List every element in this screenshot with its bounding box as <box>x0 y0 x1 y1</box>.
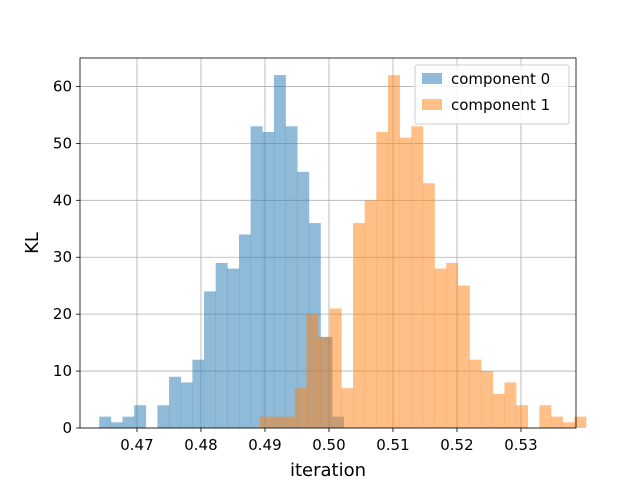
histogram-bar-component-1 <box>259 416 272 428</box>
histogram-bar-component-0 <box>134 405 147 428</box>
histogram-bar-component-1 <box>446 262 459 428</box>
histogram-bar-component-0 <box>169 376 182 428</box>
histogram-bar-component-1 <box>271 416 284 428</box>
legend-label-component-1: component 1 <box>451 96 550 114</box>
y-axis-label: KL <box>22 232 43 254</box>
histogram-bar-component-1 <box>318 336 331 428</box>
x-tick-label: 0.51 <box>376 436 409 454</box>
histogram-bar-component-1 <box>376 132 389 428</box>
legend-swatch-component-0 <box>422 73 442 84</box>
legend-swatch-component-1 <box>422 99 442 110</box>
y-tick-label: 50 <box>53 134 72 152</box>
plot-frame <box>79 57 577 429</box>
histogram-bar-component-0 <box>297 171 310 428</box>
histogram-bar-component-0 <box>262 132 275 428</box>
histogram-bar-component-1 <box>574 416 587 428</box>
histogram-bar-component-1 <box>492 393 505 428</box>
x-tick-label: 0.53 <box>504 436 537 454</box>
histogram-bar-component-1 <box>353 223 365 428</box>
histogram-bar-component-1 <box>562 422 575 428</box>
histogram-bar-component-1 <box>329 308 342 428</box>
histogram-bar-component-0 <box>273 75 286 429</box>
histogram-bar-component-1 <box>399 137 412 428</box>
histogram-bar-component-0 <box>227 268 240 428</box>
histogram-bar-component-0 <box>110 422 123 428</box>
histogram-bar-component-0 <box>215 262 228 428</box>
histogram-bar-component-0 <box>122 416 135 428</box>
x-tick-label: 0.47 <box>120 436 153 454</box>
axis-ticks: 0.47 0.48 0.49 0.50 0.51 0.52 0.53 0 10 20 30 40 50 6… <box>53 77 538 454</box>
y-tick-label: 0 <box>62 419 72 437</box>
bars <box>99 75 587 429</box>
histogram-bar-component-0 <box>238 234 251 428</box>
y-tick-label: 10 <box>53 362 72 380</box>
histogram-bar-component-1 <box>434 268 447 428</box>
histogram-bar-component-1 <box>294 388 307 428</box>
histogram-bar-component-0 <box>180 382 193 428</box>
histogram-bar-component-1 <box>411 126 424 429</box>
x-tick-label: 0.52 <box>440 436 473 454</box>
histogram-bar-component-1 <box>341 388 354 428</box>
x-tick-label: 0.50 <box>312 436 345 454</box>
y-tick-label: 20 <box>53 305 72 323</box>
histogram-bar-component-1 <box>364 200 377 428</box>
histogram-bar-component-1 <box>457 285 470 428</box>
histogram-bar-component-1 <box>469 359 482 428</box>
histogram-bar-component-0 <box>157 405 170 428</box>
histogram-bar-component-0 <box>99 416 112 428</box>
histogram-bar-component-1 <box>387 75 400 429</box>
legend-box <box>414 64 570 125</box>
histogram-bar-component-1 <box>504 382 517 428</box>
histogram-bar-component-0 <box>204 291 216 428</box>
histogram-bar-component-1 <box>422 183 435 428</box>
x-tick-label: 0.48 <box>184 436 217 454</box>
histogram-bar-component-1 <box>306 314 319 428</box>
y-tick-label: 40 <box>53 191 72 209</box>
legend: component 0 component 1 <box>414 64 570 125</box>
histogram-bar-component-1 <box>283 416 296 428</box>
y-tick-label: 30 <box>53 248 72 266</box>
legend-label-component-0: component 0 <box>451 70 550 88</box>
histogram-bar-component-1 <box>551 416 563 428</box>
histogram-bar-component-1 <box>539 405 552 428</box>
histogram-bar-component-0 <box>250 126 263 429</box>
histogram-bar-component-0 <box>285 126 298 429</box>
histogram-bar-component-1 <box>516 405 529 428</box>
histogram-bar-component-0 <box>192 359 205 428</box>
y-tick-label: 60 <box>53 77 72 95</box>
x-axis-label: iteration <box>290 460 366 480</box>
x-tick-label: 0.49 <box>248 436 281 454</box>
histogram-bar-component-1 <box>481 371 494 428</box>
